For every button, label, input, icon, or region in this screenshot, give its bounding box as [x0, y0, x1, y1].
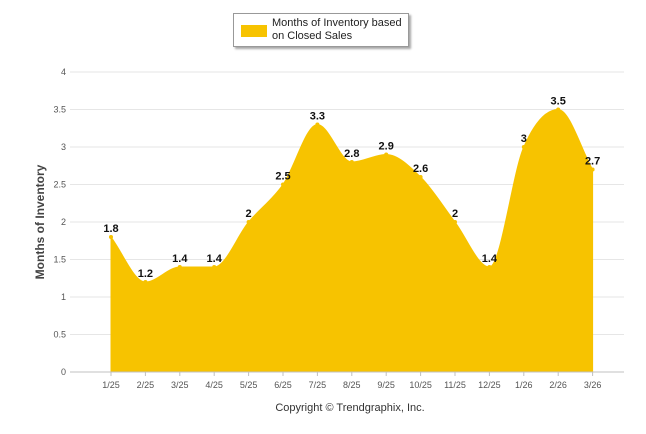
- data-point[interactable]: [315, 122, 320, 127]
- x-tick-label: 12/25: [478, 380, 501, 390]
- data-label: 3.5: [551, 96, 566, 108]
- data-point[interactable]: [556, 107, 561, 112]
- y-tick-label: 2: [61, 217, 66, 227]
- x-tick-label: 1/26: [515, 380, 533, 390]
- x-tick-label: 1/25: [102, 380, 120, 390]
- data-point[interactable]: [590, 167, 595, 172]
- y-tick-label: 2.5: [53, 180, 66, 190]
- data-point[interactable]: [418, 175, 423, 179]
- x-tick-label: 2/26: [549, 380, 567, 390]
- area-fill: [110, 108, 594, 373]
- axes: 1/25 2/25 3/25 4/25 5/25 6/25 7/25 8/25 9/25 10/2…: [70, 371, 624, 390]
- data-label: 1.2: [138, 268, 153, 280]
- data-point[interactable]: [521, 145, 526, 149]
- data-label: 3.3: [310, 111, 325, 123]
- data-point[interactable]: [212, 265, 217, 269]
- x-tick-label: 3/25: [171, 380, 189, 390]
- data-point[interactable]: [177, 265, 182, 269]
- data-label: 2.7: [585, 156, 600, 168]
- area-series: [109, 107, 595, 373]
- data-label: 1.4: [482, 253, 498, 265]
- data-point[interactable]: [109, 235, 113, 239]
- legend[interactable]: Months of Inventory based on Closed Sale…: [233, 13, 409, 47]
- data-label: 2.5: [275, 171, 290, 183]
- data-label: 1.8: [103, 223, 118, 235]
- data-point[interactable]: [453, 220, 457, 224]
- x-tick-label: 11/25: [444, 380, 466, 390]
- y-tick-label: 1.5: [53, 255, 66, 265]
- data-point[interactable]: [384, 152, 389, 157]
- data-label: 3: [521, 133, 527, 145]
- x-tick-label: 2/25: [137, 380, 155, 390]
- data-point[interactable]: [281, 182, 285, 187]
- data-point[interactable]: [487, 265, 492, 269]
- legend-label: Months of Inventory based on Closed Sale…: [272, 17, 402, 42]
- data-label: 1.4: [207, 253, 223, 265]
- x-tick-label: 6/25: [274, 380, 292, 390]
- x-tick-label: 8/25: [343, 380, 361, 390]
- copyright-text: Copyright © Trendgraphix, Inc.: [275, 402, 425, 414]
- x-tick-label: 3/26: [584, 380, 602, 390]
- data-label: 2.8: [344, 148, 359, 160]
- x-tick-label: 9/25: [377, 380, 395, 390]
- y-tick-label: 3.5: [53, 105, 66, 115]
- y-tick-label: 3: [61, 142, 66, 152]
- data-label: 2.6: [413, 163, 428, 175]
- data-label: 2.9: [379, 141, 394, 153]
- data-labels: 1.8 1.2 1.4 1.4 2 2.5 3.3 2.8 2.9 2.6 2 1.4 3 3.5 2.7: [103, 96, 600, 281]
- y-tick-label: 0: [61, 367, 66, 377]
- data-label: 2: [246, 208, 252, 220]
- y-tick-label: 1: [61, 292, 66, 302]
- legend-swatch: [241, 25, 267, 37]
- x-tick-label: 7/25: [309, 380, 327, 390]
- x-tick-label: 5/25: [240, 380, 258, 390]
- data-label: 2: [452, 208, 458, 220]
- y-tick-label: 4: [61, 67, 66, 77]
- x-tick-label: 4/25: [205, 380, 223, 390]
- data-point[interactable]: [143, 280, 148, 284]
- data-point[interactable]: [246, 220, 251, 224]
- data-point[interactable]: [349, 160, 354, 164]
- x-tick-label: 10/25: [409, 380, 432, 390]
- y-tick-label: 0.5: [53, 330, 66, 340]
- data-label: 1.4: [172, 253, 188, 265]
- y-axis-title: Months of Inventory: [33, 164, 47, 280]
